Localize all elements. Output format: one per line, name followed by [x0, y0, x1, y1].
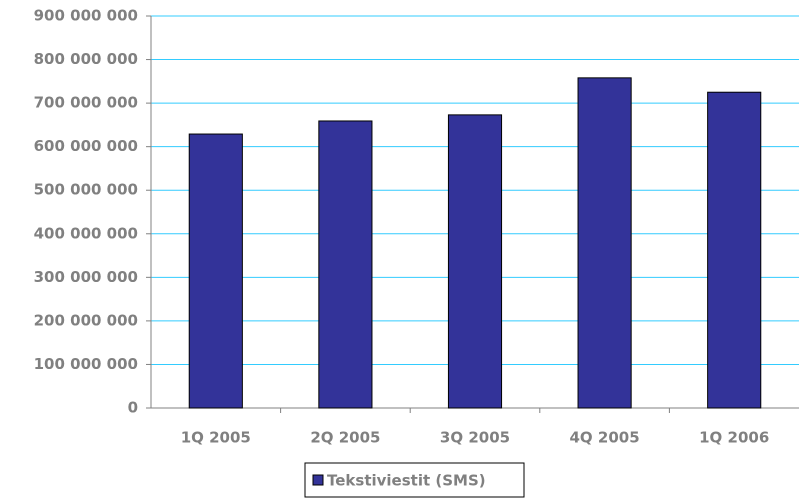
legend-box	[304, 462, 525, 498]
bar	[447, 114, 503, 409]
bar	[188, 133, 243, 409]
x-tick-label: 4Q 2005	[570, 429, 640, 447]
x-tick-label: 1Q 2006	[699, 429, 769, 447]
bar	[577, 77, 632, 409]
y-tick-label: 100 000 000	[34, 355, 138, 373]
x-tick-label: 2Q 2005	[310, 429, 380, 447]
y-tick-label: 800 000 000	[34, 50, 138, 68]
bar	[318, 120, 373, 409]
x-tick-label: 3Q 2005	[440, 429, 510, 447]
y-tick-label: 400 000 000	[34, 224, 138, 242]
y-tick-label: 200 000 000	[34, 311, 138, 329]
legend-label: Tekstiviestit (SMS)	[327, 472, 486, 490]
y-tick-label: 500 000 000	[34, 181, 138, 199]
y-tick-label: 600 000 000	[34, 137, 138, 155]
y-tick-label: 900 000 000	[34, 7, 138, 25]
y-tick-label: 0	[128, 399, 138, 417]
legend-swatch	[312, 474, 324, 486]
bar	[707, 91, 762, 409]
y-tick-label: 700 000 000	[34, 94, 138, 112]
x-tick-label: 1Q 2005	[181, 429, 251, 447]
y-tick-label: 300 000 000	[34, 268, 138, 286]
